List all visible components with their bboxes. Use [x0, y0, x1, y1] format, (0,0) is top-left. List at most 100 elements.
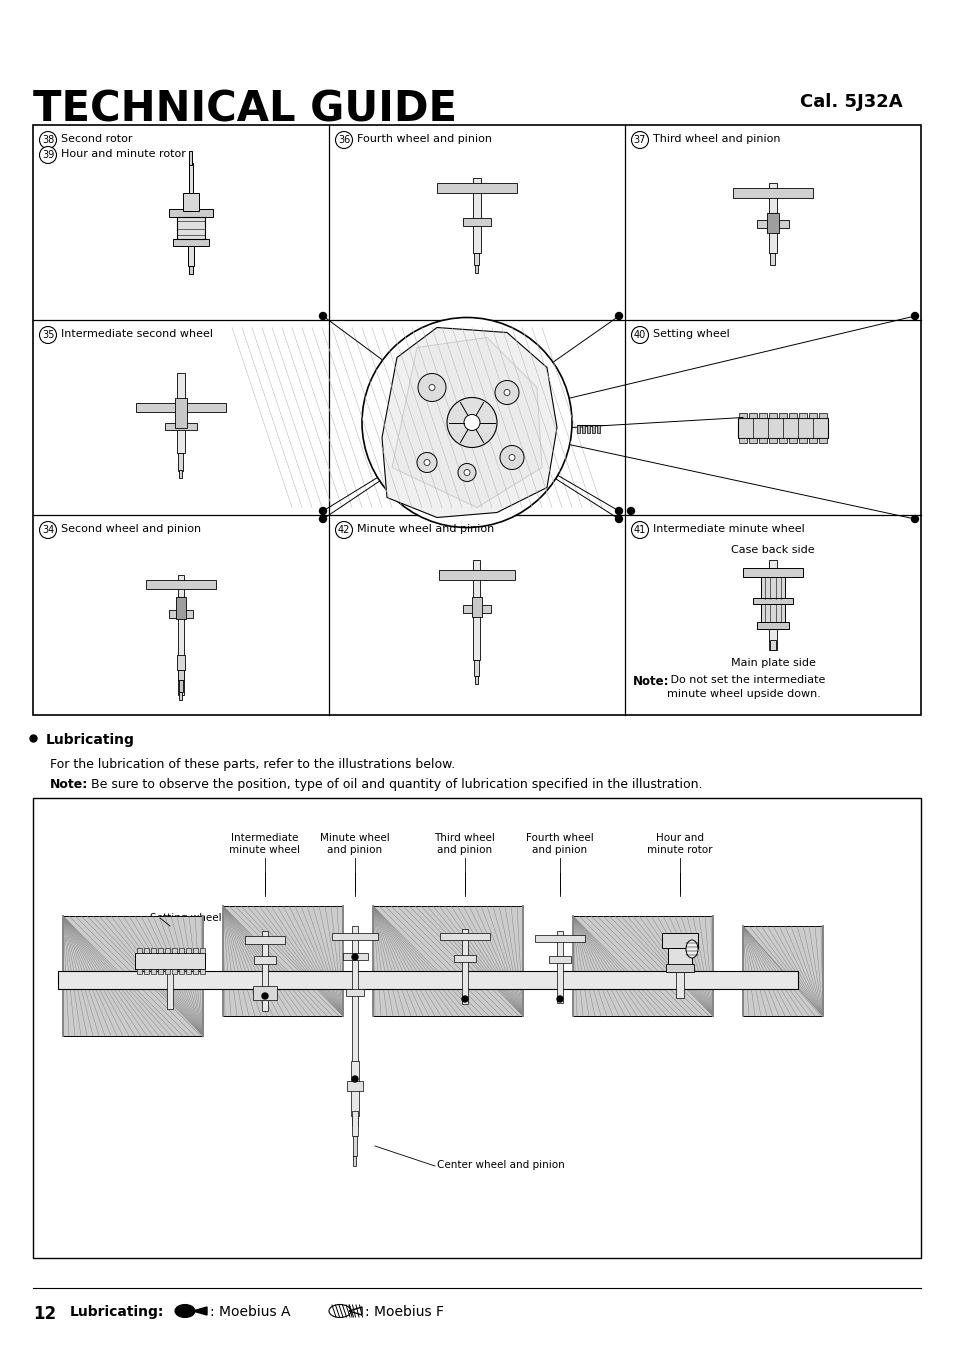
Text: 40: 40: [633, 330, 645, 340]
Text: minute wheel upside down.: minute wheel upside down.: [666, 689, 820, 698]
Bar: [165, 948, 170, 952]
Bar: [461, 929, 468, 1004]
Text: Lubricating: Lubricating: [46, 734, 134, 747]
Circle shape: [631, 521, 648, 539]
Text: 39: 39: [42, 150, 54, 159]
Bar: [770, 253, 775, 265]
Circle shape: [447, 397, 497, 447]
Bar: [473, 177, 480, 253]
Circle shape: [335, 131, 352, 149]
Circle shape: [416, 453, 436, 473]
Bar: [768, 561, 776, 650]
Text: Center wheel and pinion: Center wheel and pinion: [436, 1161, 564, 1170]
Bar: [535, 935, 584, 942]
Text: : Moebius A: : Moebius A: [210, 1305, 291, 1319]
Circle shape: [910, 312, 918, 319]
Text: Note:: Note:: [50, 778, 89, 790]
Bar: [739, 412, 746, 417]
Bar: [174, 397, 187, 427]
Bar: [253, 986, 276, 1000]
Text: Second wheel and pinion: Second wheel and pinion: [61, 524, 201, 534]
Bar: [200, 948, 205, 952]
Bar: [548, 957, 571, 963]
Bar: [144, 948, 149, 952]
Text: For the lubrication of these parts, refer to the illustrations below.: For the lubrication of these parts, refe…: [50, 758, 455, 771]
Bar: [200, 969, 205, 974]
Text: Minute wheel and pinion: Minute wheel and pinion: [356, 524, 494, 534]
Text: 42: 42: [337, 526, 350, 535]
Bar: [33, 126, 920, 715]
Bar: [352, 925, 357, 1125]
Bar: [738, 417, 827, 438]
Bar: [186, 969, 191, 974]
Bar: [262, 931, 268, 1011]
Ellipse shape: [329, 1305, 351, 1317]
Bar: [172, 239, 209, 246]
Text: Fourth wheel and pinion: Fourth wheel and pinion: [356, 134, 492, 145]
Bar: [769, 640, 775, 650]
Bar: [177, 655, 185, 670]
Text: 38: 38: [42, 135, 54, 145]
Bar: [332, 934, 377, 940]
Bar: [178, 670, 184, 680]
Bar: [63, 916, 203, 1036]
Circle shape: [615, 312, 622, 319]
Bar: [667, 948, 691, 966]
Circle shape: [39, 146, 56, 163]
Bar: [165, 969, 170, 974]
Bar: [169, 611, 193, 617]
Circle shape: [352, 1075, 357, 1082]
Bar: [177, 373, 185, 453]
Bar: [33, 798, 920, 1258]
Circle shape: [457, 463, 476, 481]
Bar: [179, 470, 182, 477]
Bar: [759, 438, 766, 443]
Circle shape: [615, 516, 622, 523]
Polygon shape: [392, 338, 541, 508]
Bar: [472, 597, 481, 617]
Bar: [177, 216, 205, 239]
Bar: [592, 424, 595, 432]
Bar: [172, 969, 177, 974]
Bar: [158, 948, 163, 952]
Text: Be sure to observe the position, type of oil and quantity of lubrication specifi: Be sure to observe the position, type of…: [83, 778, 701, 790]
Circle shape: [429, 385, 435, 390]
Text: Main plate side: Main plate side: [730, 658, 815, 667]
Bar: [748, 412, 757, 417]
Bar: [354, 1156, 356, 1166]
Circle shape: [627, 508, 634, 515]
Text: Do not set the intermediate: Do not set the intermediate: [666, 676, 824, 685]
Bar: [438, 570, 515, 580]
Bar: [253, 957, 275, 965]
Bar: [597, 424, 599, 432]
Bar: [665, 965, 693, 971]
Polygon shape: [193, 1306, 207, 1315]
Bar: [346, 989, 364, 996]
Bar: [757, 621, 788, 630]
Circle shape: [910, 516, 918, 523]
Bar: [768, 412, 776, 417]
Bar: [799, 438, 806, 443]
Text: Setting wheel: Setting wheel: [150, 913, 221, 923]
Ellipse shape: [174, 1305, 194, 1317]
Circle shape: [557, 996, 562, 1002]
Bar: [475, 676, 478, 684]
Bar: [167, 969, 172, 1009]
Bar: [732, 188, 812, 197]
Circle shape: [262, 993, 268, 998]
Bar: [347, 1081, 363, 1092]
Bar: [760, 577, 784, 598]
Bar: [190, 150, 193, 165]
Bar: [189, 162, 193, 192]
Text: Case back side: Case back side: [730, 544, 814, 555]
Circle shape: [495, 381, 518, 404]
Bar: [742, 925, 822, 1016]
Bar: [757, 219, 788, 227]
Circle shape: [509, 454, 515, 461]
Circle shape: [463, 470, 470, 476]
Text: 41: 41: [633, 526, 645, 535]
Text: Intermediate second wheel: Intermediate second wheel: [61, 330, 213, 339]
Bar: [223, 907, 343, 1016]
Bar: [748, 438, 757, 443]
Text: Hour and
minute rotor: Hour and minute rotor: [646, 834, 712, 855]
